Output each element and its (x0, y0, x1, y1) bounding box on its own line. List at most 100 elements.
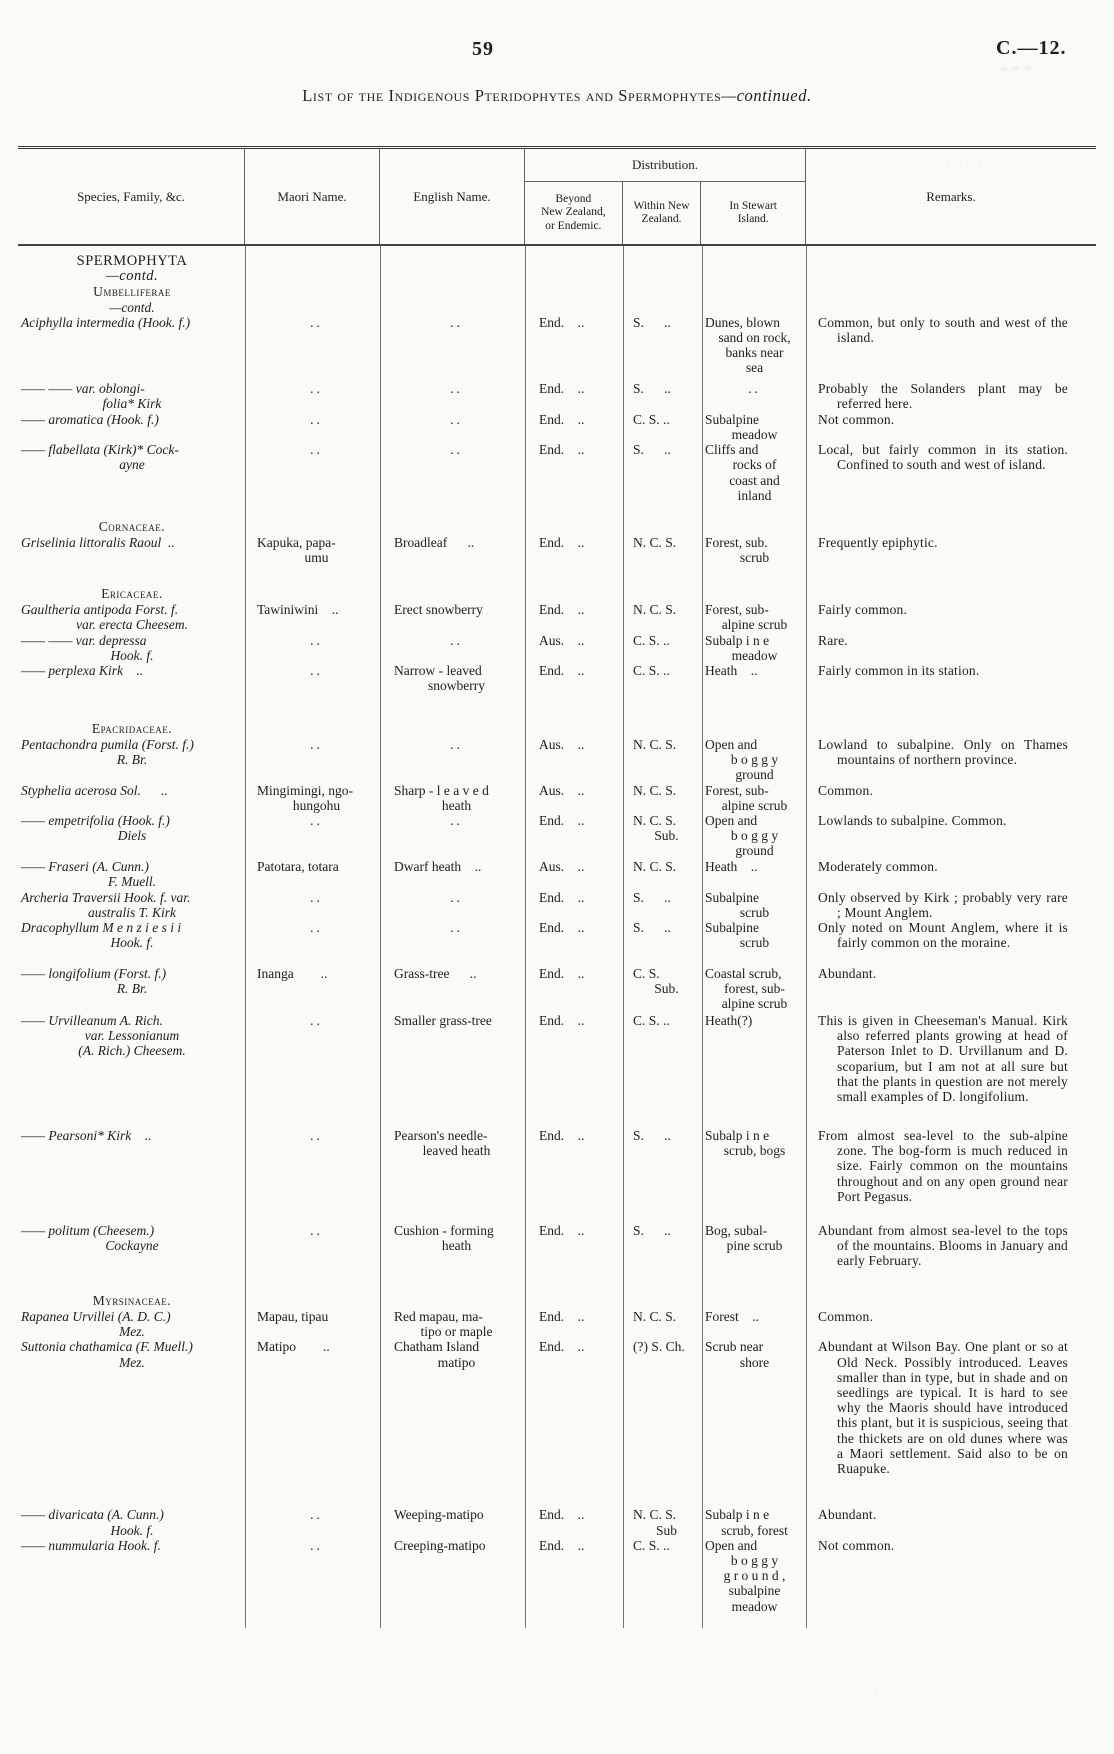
cell-within: C. S. .. (633, 411, 670, 427)
cell-species: —— aromatica (Hook. f.) (21, 411, 159, 427)
cell-maori: Mapau, tipau (257, 1309, 329, 1325)
cell-species: Styphelia acerosa Sol. .. (21, 782, 168, 798)
column-divider (806, 246, 807, 1628)
table-row: Gaultheria antipoda Forst. f. var. erecta… (18, 602, 1096, 632)
cell-maori: .. (310, 380, 323, 396)
cell-maori: .. (310, 314, 323, 330)
cell-species: Rapanea Urvillei (A. D. C.) Mez. (21, 1309, 171, 1340)
cell-species: —— —— var. oblongi-folia* Kirk (21, 380, 162, 412)
cell-stewart: Heath .. (705, 858, 758, 874)
table-row: Dracophyllum M e n z i e s i i Hook. f...… (18, 920, 1096, 966)
page-number: 59 (472, 38, 494, 60)
cell-maori: .. (310, 737, 323, 753)
cell-stewart: Scrub near shore (705, 1339, 770, 1370)
cell-species: —— Fraseri (A. Cunn.) F. Muell. (21, 858, 157, 889)
table-row: —— Fraseri (A. Cunn.) F. Muell. Patotara, … (18, 859, 1096, 890)
section-heading-row: Ericaceae. (18, 586, 1096, 602)
cell-english: Erect snowberry (394, 602, 483, 618)
table-row: —— longifolium (Forst. f.) R. Br. Inanga .… (18, 966, 1096, 1013)
pencil-smudge: · · (862, 1686, 881, 1697)
table-row: —— divaricata (A. Cunn.) Hook. f... Weepin… (18, 1507, 1096, 1537)
table-row: Griselinia littoralis Raoul .. Kapuka, pa… (18, 535, 1096, 586)
cell-species: —— Pearsoni* Kirk .. (21, 1128, 152, 1144)
cell-remarks: Probably the Solanders plant may be refe… (818, 380, 1068, 412)
cell-species: Myrsinaceae. (18, 1293, 245, 1308)
cell-beyond: End. .. (539, 889, 585, 905)
cell-stewart: Heath .. (705, 663, 758, 679)
cell-english: Weeping-matipo (394, 1507, 484, 1523)
table-row: —— perplexa Kirk .... Narrow - leaved snow… (18, 663, 1096, 721)
cell-within: C. S. .. (633, 1013, 670, 1029)
cell-beyond: End. .. (539, 1128, 585, 1144)
cell-maori: .. (310, 920, 323, 936)
cell-remarks: Abundant at Wilson Bay. One plant or so … (818, 1339, 1068, 1477)
cell-remarks: Local, but fairly common in its station.… (818, 442, 1068, 473)
cell-maori: .. (310, 1507, 323, 1523)
cell-stewart: .. (748, 380, 761, 396)
table-row: Suttonia chathamica (F. Muell.) Mez. Matip… (18, 1339, 1096, 1507)
table-row: —— —— var. depressa Hook. f..... Aus. .. C.… (18, 633, 1096, 663)
cell-english: Chatham Island matipo (394, 1339, 480, 1370)
page-title: List of the Indigenous Pteridophytes and… (0, 86, 1114, 106)
cell-remarks: Lowlands to subalpine. Common. (818, 813, 1007, 829)
cell-maori: Kapuka, papa-umu (257, 535, 336, 566)
column-header-within-nz: Within New Zealand. (623, 182, 702, 244)
cell-beyond: Aus. .. (539, 632, 585, 648)
cell-within: C. S. .. (633, 1537, 670, 1553)
table-row: Aciphylla intermedia (Hook. f.).... End. … (18, 315, 1096, 381)
cell-within: C. S. Sub. (633, 966, 679, 997)
table-row: Archeria Traversii Hook. f. var. australi… (18, 890, 1096, 920)
cell-remarks: This is given in Cheeseman's Manual. Kir… (818, 1013, 1068, 1105)
table-row: Rapanea Urvillei (A. D. C.) Mez. Mapau, ti… (18, 1309, 1096, 1339)
cell-remarks: Only noted on Mount Anglem, where it is … (818, 920, 1068, 951)
cell-beyond: End. .. (539, 966, 585, 982)
cell-species: Dracophyllum M e n z i e s i i Hook. f. (21, 920, 182, 951)
table-header: Species, Family, &c. Maori Name. English… (18, 146, 1096, 246)
cell-beyond: Aus. .. (539, 858, 585, 874)
cell-english: .. (450, 442, 463, 458)
cell-within: S. .. (633, 1128, 671, 1144)
cell-within: N. C. S. (633, 1309, 677, 1325)
cell-english: Grass-tree .. (394, 966, 477, 982)
table-body: SPERMOPHYTA —contd. Umbelliferae —contd. Aci… (18, 246, 1096, 1628)
cell-stewart: Subalp i n e scrub, bogs (705, 1128, 786, 1159)
table-row: Pentachondra pumila (Forst. f.) R. Br....… (18, 737, 1096, 783)
cell-beyond: End. .. (539, 411, 585, 427)
cell-remarks: Abundant. (818, 966, 877, 982)
cell-beyond: End. .. (539, 1507, 585, 1523)
cell-maori: .. (310, 813, 323, 829)
cell-english: Smaller grass-tree (394, 1013, 492, 1029)
cell-beyond: End. .. (539, 1339, 585, 1355)
cell-beyond: End. .. (539, 380, 585, 396)
title-suffix: —continued. (721, 86, 812, 105)
cell-english: .. (450, 889, 463, 905)
table-row: —— politum (Cheesem.) Cockayne.. Cushion -… (18, 1223, 1096, 1293)
table-row: —— empetrifolia (Hook. f.) Diels.... End. … (18, 813, 1096, 859)
cell-beyond: End. .. (539, 920, 585, 936)
distribution-subheaders: Beyond New Zealand, or Endemic. Within New… (525, 182, 805, 244)
cell-within: N. C. S. (633, 858, 677, 874)
section-heading: Epacridaceae. (91, 721, 173, 737)
column-header-maori-name: Maori Name. (245, 149, 380, 244)
cell-remarks: Frequently epiphytic. (818, 535, 938, 551)
cell-remarks: Fairly common in its station. (818, 663, 980, 679)
cell-stewart: Coastal scrub, forest, sub-alpine scrub (705, 966, 788, 1012)
cell-beyond: End. .. (539, 1309, 585, 1325)
cell-english: Cushion - forming heath (394, 1223, 494, 1254)
cell-english: Creeping-matipo (394, 1537, 486, 1553)
cell-within: N. C. S. (633, 602, 677, 618)
cell-species: —— perplexa Kirk .. (21, 663, 144, 679)
cell-species: —— empetrifolia (Hook. f.) Diels (21, 813, 170, 844)
column-divider (245, 246, 246, 1628)
column-divider (380, 246, 381, 1628)
section-heading-row: Myrsinaceae. (18, 1293, 1096, 1309)
cell-remarks: Only observed by Kirk ; probably very ra… (818, 889, 1068, 920)
pencil-smudge: ·; (846, 1448, 859, 1460)
cell-beyond: End. .. (539, 663, 585, 679)
column-header-stewart-island: In Stewart Island. (729, 199, 777, 226)
pencil-smudge: · ·· · (946, 158, 985, 170)
cell-beyond: End. .. (539, 813, 585, 829)
cell-stewart: Bog, subal-pine scrub (705, 1223, 783, 1254)
cell-species: Archeria Traversii Hook. f. var. australi… (21, 889, 191, 920)
